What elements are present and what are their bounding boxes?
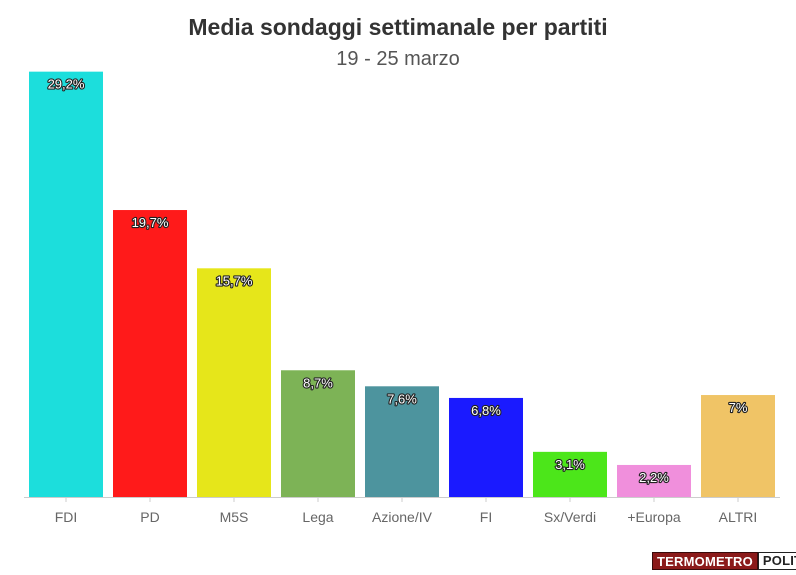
data-label: 3,1% <box>555 457 585 472</box>
logo-part-termometro: TERMOMETRO <box>652 552 758 570</box>
logo-part-politico: POLITICO <box>757 552 796 570</box>
x-tick-label: Lega <box>302 509 333 525</box>
data-label: 7% <box>729 400 748 415</box>
termometro-politico-logo: TERMOMETRO POLITICO <box>652 552 796 570</box>
bar-pd <box>113 210 187 497</box>
bar-m5s <box>197 268 271 497</box>
bar-altri <box>701 395 775 497</box>
data-label: 2,2% <box>639 470 669 485</box>
data-label: 6,8% <box>471 403 501 418</box>
x-tick-label: PD <box>140 509 159 525</box>
data-label: 7,6% <box>387 391 417 406</box>
x-tick-label: FDI <box>55 509 78 525</box>
data-label: 8,7% <box>303 375 333 390</box>
bar-azione-iv <box>365 386 439 497</box>
bar-sx-verdi <box>533 451 607 497</box>
x-tick-label: M5S <box>220 509 249 525</box>
x-tick-label: Azione/IV <box>372 509 433 525</box>
x-tick-label: ALTRI <box>719 509 758 525</box>
bar-fi <box>449 397 523 497</box>
data-label: 19,7% <box>132 215 169 230</box>
bar--europa <box>617 464 691 497</box>
data-label: 15,7% <box>216 273 253 288</box>
chart-subtitle: 19 - 25 marzo <box>336 48 460 70</box>
bar-fdi <box>29 71 103 498</box>
x-tick-label: FI <box>480 509 492 525</box>
data-label: 29,2% <box>48 77 85 92</box>
chart-title: Media sondaggi settimanale per partiti <box>188 14 608 40</box>
x-tick-label: Sx/Verdi <box>544 509 596 525</box>
x-tick-label: +Europa <box>627 509 681 525</box>
bar-lega <box>281 370 355 497</box>
